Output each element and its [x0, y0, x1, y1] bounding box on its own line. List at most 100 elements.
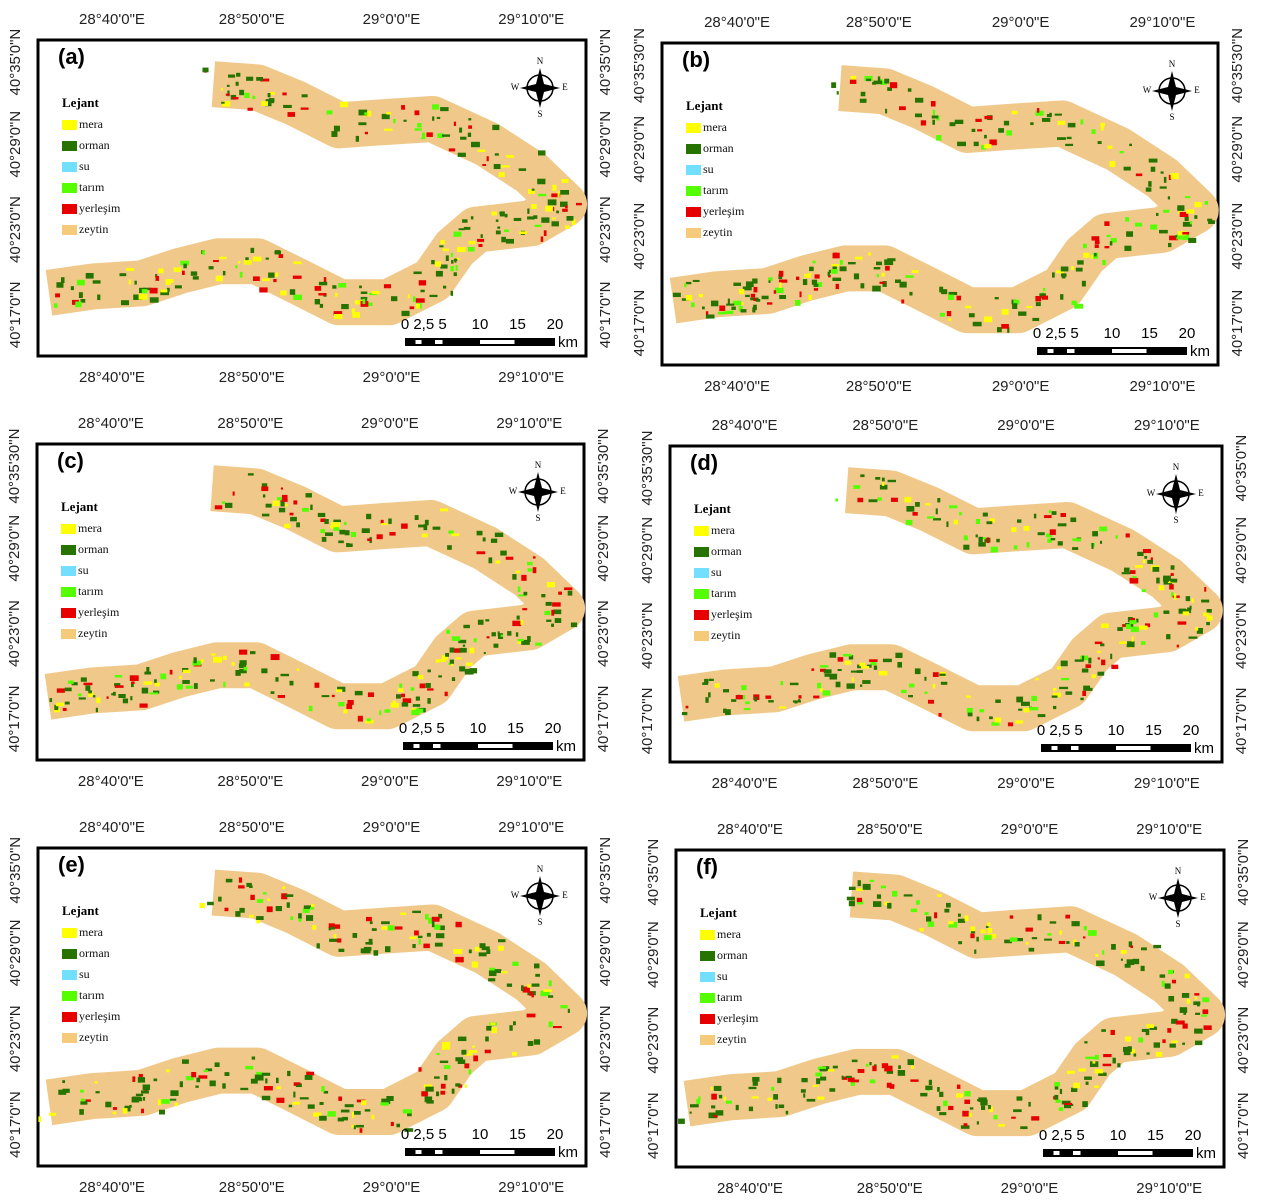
- land-patch: [719, 1095, 722, 1099]
- land-patch: [305, 1075, 313, 1080]
- land-patch: [1142, 589, 1146, 592]
- land-patch: [1059, 687, 1068, 689]
- land-patch: [1054, 1082, 1060, 1086]
- land-patch: [925, 503, 930, 505]
- land-patch: [1119, 641, 1127, 644]
- land-patch: [1130, 946, 1133, 948]
- land-patch: [541, 237, 543, 242]
- land-patch: [556, 211, 559, 214]
- land-patch: [209, 266, 214, 269]
- land-patch: [450, 648, 455, 653]
- land-patch: [857, 898, 862, 902]
- land-patch: [396, 1124, 400, 1128]
- land-patch: [532, 189, 535, 191]
- land-patch: [267, 899, 270, 901]
- land-patch: [505, 214, 508, 218]
- land-patch: [1054, 1095, 1058, 1100]
- legend-swatch: [700, 993, 715, 1003]
- land-patch: [831, 675, 837, 678]
- legend-swatch: [62, 183, 77, 193]
- land-patch: [832, 278, 841, 281]
- legend-label: mera: [78, 521, 103, 535]
- land-patch: [527, 209, 529, 214]
- land-patch: [1073, 1083, 1080, 1089]
- land-patch: [445, 653, 449, 657]
- land-patch: [1011, 1117, 1016, 1119]
- compass-east: E: [562, 82, 568, 92]
- land-patch: [1001, 324, 1009, 329]
- land-patch: [1085, 253, 1090, 258]
- land-patch: [386, 1096, 393, 1101]
- land-patch: [448, 531, 453, 534]
- land-patch: [308, 1104, 315, 1108]
- compass-west: W: [1143, 85, 1152, 95]
- land-patch: [908, 695, 913, 697]
- land-patch: [777, 1078, 781, 1083]
- scale-label: 2,5: [1049, 722, 1070, 739]
- land-patch: [1043, 288, 1045, 291]
- land-patch: [824, 669, 832, 673]
- land-patch: [976, 937, 978, 942]
- land-patch: [352, 1112, 354, 1118]
- land-patch: [441, 1084, 446, 1089]
- land-patch: [391, 703, 399, 708]
- scale-segment: [416, 340, 422, 344]
- land-patch: [519, 231, 527, 234]
- land-patch: [754, 697, 757, 702]
- latitude-label: 40°23'0"N: [595, 600, 612, 667]
- land-patch: [452, 636, 460, 641]
- land-patch: [1120, 151, 1124, 153]
- latitude-label: 40°29'0"N: [645, 921, 662, 988]
- land-patch: [869, 659, 877, 662]
- land-patch: [454, 272, 457, 276]
- land-patch: [857, 498, 863, 502]
- land-patch: [1185, 196, 1191, 198]
- land-patch: [401, 105, 405, 110]
- land-patch: [527, 636, 531, 642]
- land-patch: [866, 79, 871, 81]
- land-patch: [916, 900, 920, 904]
- land-patch: [835, 499, 838, 502]
- land-patch: [1042, 296, 1048, 300]
- panel-label: (f): [696, 854, 718, 879]
- land-patch: [1066, 691, 1073, 694]
- land-patch: [857, 888, 864, 891]
- scale-label: 15: [1141, 325, 1158, 342]
- land-patch: [833, 266, 837, 269]
- land-patch: [1093, 1061, 1096, 1063]
- land-patch: [359, 286, 362, 289]
- land-patch: [338, 283, 346, 288]
- land-patch: [869, 1062, 871, 1065]
- land-patch: [885, 109, 887, 114]
- land-patch: [232, 97, 238, 99]
- land-patch: [927, 516, 935, 518]
- land-patch: [452, 1089, 455, 1094]
- land-patch: [1130, 578, 1139, 584]
- land-patch: [965, 306, 971, 308]
- land-patch: [239, 90, 244, 95]
- land-patch: [690, 1112, 692, 1114]
- land-patch: [293, 1102, 300, 1105]
- land-patch: [334, 126, 340, 132]
- land-patch: [749, 1087, 757, 1089]
- land-patch: [281, 502, 285, 507]
- land-patch: [1096, 961, 1104, 967]
- land-patch: [901, 690, 907, 693]
- land-patch: [798, 699, 800, 701]
- land-patch: [294, 262, 302, 265]
- land-patch: [139, 294, 148, 300]
- legend-swatch: [700, 1014, 715, 1024]
- land-patch: [1137, 552, 1143, 556]
- land-patch: [54, 303, 58, 307]
- latitude-label: 40°35'0"N: [1233, 435, 1250, 502]
- land-patch: [868, 253, 871, 256]
- land-patch: [267, 906, 273, 912]
- compass-south: S: [537, 917, 542, 927]
- land-patch: [161, 1099, 170, 1104]
- land-patch: [906, 275, 914, 278]
- land-patch: [813, 696, 819, 699]
- land-patch: [1125, 217, 1129, 221]
- latitude-label: 40°29'0"N: [597, 111, 614, 178]
- land-patch: [96, 1091, 100, 1093]
- land-patch: [509, 1025, 512, 1031]
